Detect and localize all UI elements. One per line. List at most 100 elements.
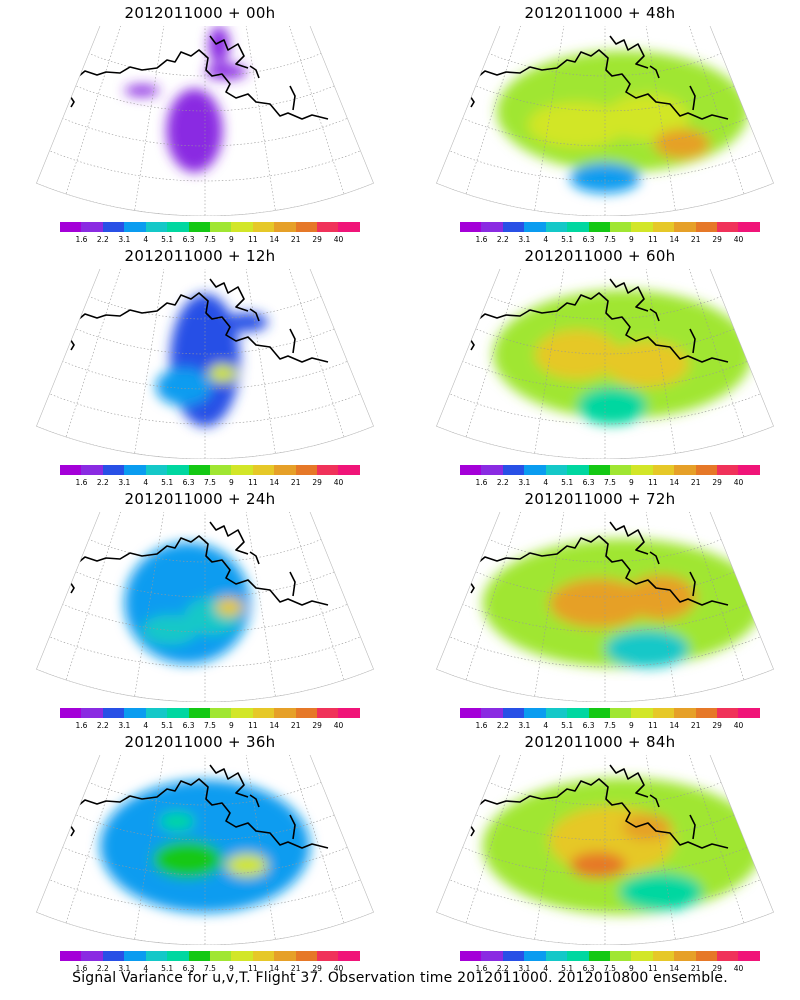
colorbar-swatch (102, 222, 125, 232)
panel-title: 2012011000 + 12h (124, 247, 276, 265)
colorbar-swatch (145, 708, 168, 718)
colorbar-label: 40 (733, 478, 744, 487)
colorbar-label: 11 (648, 721, 658, 730)
polar-map (36, 26, 374, 216)
meridian-line (604, 26, 676, 211)
meridian-line (534, 755, 606, 940)
colorbar-label: 6.3 (582, 964, 595, 973)
meridian-line (465, 755, 606, 924)
colorbar-swatch (460, 708, 482, 718)
colorbar-swatch (60, 465, 82, 475)
meridian-line (204, 26, 276, 211)
colorbar-swatch (695, 222, 718, 232)
colorbar-swatch (481, 951, 503, 961)
variance-field (215, 597, 244, 617)
colorbar-swatch (188, 465, 210, 475)
colorbar-label: 6.3 (182, 964, 195, 973)
variance-field (208, 364, 237, 383)
colorbar-label: 9 (229, 721, 234, 730)
latitude-line (36, 512, 374, 563)
colorbar (60, 465, 360, 475)
colorbar-label: 2.2 (496, 478, 509, 487)
colorbar-label: 7.5 (204, 478, 216, 487)
colorbar-label: 7.5 (604, 721, 616, 730)
colorbar-swatch (338, 951, 360, 961)
colorbar-label: 1.6 (75, 478, 88, 487)
colorbar-swatch (167, 465, 189, 475)
meridian-line (204, 269, 276, 454)
colorbar-swatch (652, 951, 675, 961)
colorbar-label: 40 (333, 964, 344, 973)
figure-caption: Signal Variance for u,v,T. Flight 37. Ob… (72, 970, 728, 986)
colorbar-swatch (209, 465, 232, 475)
colorbar-labels: 1.6 2.2 3.1 4 5.1 6.3 7.5 9 11 14 21 29 40 (460, 721, 760, 731)
coastline (49, 35, 329, 120)
polar-map (36, 755, 374, 945)
colorbar-swatch (674, 951, 696, 961)
latitude-line (436, 269, 774, 425)
colorbar-swatch (188, 951, 210, 961)
variance-field (605, 341, 689, 387)
colorbar-swatch (481, 708, 503, 718)
colorbar-label: 29 (312, 964, 322, 973)
variance-field (570, 851, 626, 879)
colorbar-label: 21 (290, 235, 301, 244)
colorbar-swatch (460, 951, 482, 961)
polar-map (36, 512, 374, 702)
map-boundary (36, 26, 374, 216)
colorbar-swatch (567, 951, 589, 961)
meridian-line (65, 26, 206, 195)
colorbar-label: 4 (143, 721, 149, 730)
colorbar (60, 951, 360, 961)
map-boundary (36, 755, 374, 945)
colorbar-swatch (252, 708, 275, 718)
colorbar-swatch (717, 951, 739, 961)
colorbar-swatch (338, 465, 360, 475)
colorbar-swatch (167, 708, 189, 718)
colorbar-label: 1.6 (475, 721, 488, 730)
colorbar-label: 5.1 (161, 478, 174, 487)
coastline (49, 278, 329, 363)
colorbar-swatch (545, 222, 568, 232)
colorbar-label: 4 (543, 721, 549, 730)
colorbar-labels: 1.6 2.2 3.1 4 5.1 6.3 7.5 9 11 14 21 29 40 (460, 478, 760, 488)
colorbar-swatch (124, 708, 146, 718)
colorbar-label: 4 (143, 964, 149, 973)
colorbar-label: 7.5 (204, 235, 216, 244)
colorbar-swatch (295, 951, 318, 961)
colorbar-label: 9 (229, 478, 234, 487)
latitude-line (36, 26, 374, 182)
colorbar-swatch (231, 222, 253, 232)
colorbar-swatch (717, 222, 739, 232)
meridian-line (534, 26, 606, 211)
colorbar-labels: 1.6 2.2 3.1 4 5.1 6.3 7.5 9 11 14 21 29 40 (60, 235, 360, 245)
colorbar-swatch (102, 465, 125, 475)
colorbar-swatch (567, 222, 589, 232)
forecast-panel: 2012011000 + 48h 1.6 2.2 3.1 4 5.1 6.3 7.5 9 11 14… (400, 0, 800, 244)
colorbar-swatch (102, 951, 125, 961)
colorbar-label: 2.2 (96, 235, 109, 244)
meridian-line (204, 26, 345, 195)
meridian-line (134, 269, 206, 454)
colorbar-label: 3.1 (118, 721, 131, 730)
colorbar-swatch (460, 222, 482, 232)
latitude-line (436, 755, 774, 911)
colorbar-label: 2.2 (96, 964, 109, 973)
forecast-panel: 2012011000 + 60h 1.6 2.2 3.1 4 5.1 6.3 7.5 9 11 14… (400, 243, 800, 488)
colorbar-swatch (60, 708, 82, 718)
colorbar (60, 708, 360, 718)
colorbar-label: 29 (312, 235, 322, 244)
polar-map (436, 755, 774, 945)
colorbar-label: 29 (312, 721, 322, 730)
colorbar-swatch (695, 465, 718, 475)
variance-field (528, 102, 626, 148)
variance-field (226, 853, 268, 877)
latitude-line (436, 512, 774, 563)
colorbar-swatch (738, 951, 760, 961)
colorbar-swatch (274, 951, 296, 961)
colorbar-label: 9 (629, 478, 634, 487)
latitude-line (436, 26, 774, 77)
colorbar-swatch (317, 708, 339, 718)
latitude-line (36, 269, 374, 320)
colorbar-label: 3.1 (118, 235, 131, 244)
